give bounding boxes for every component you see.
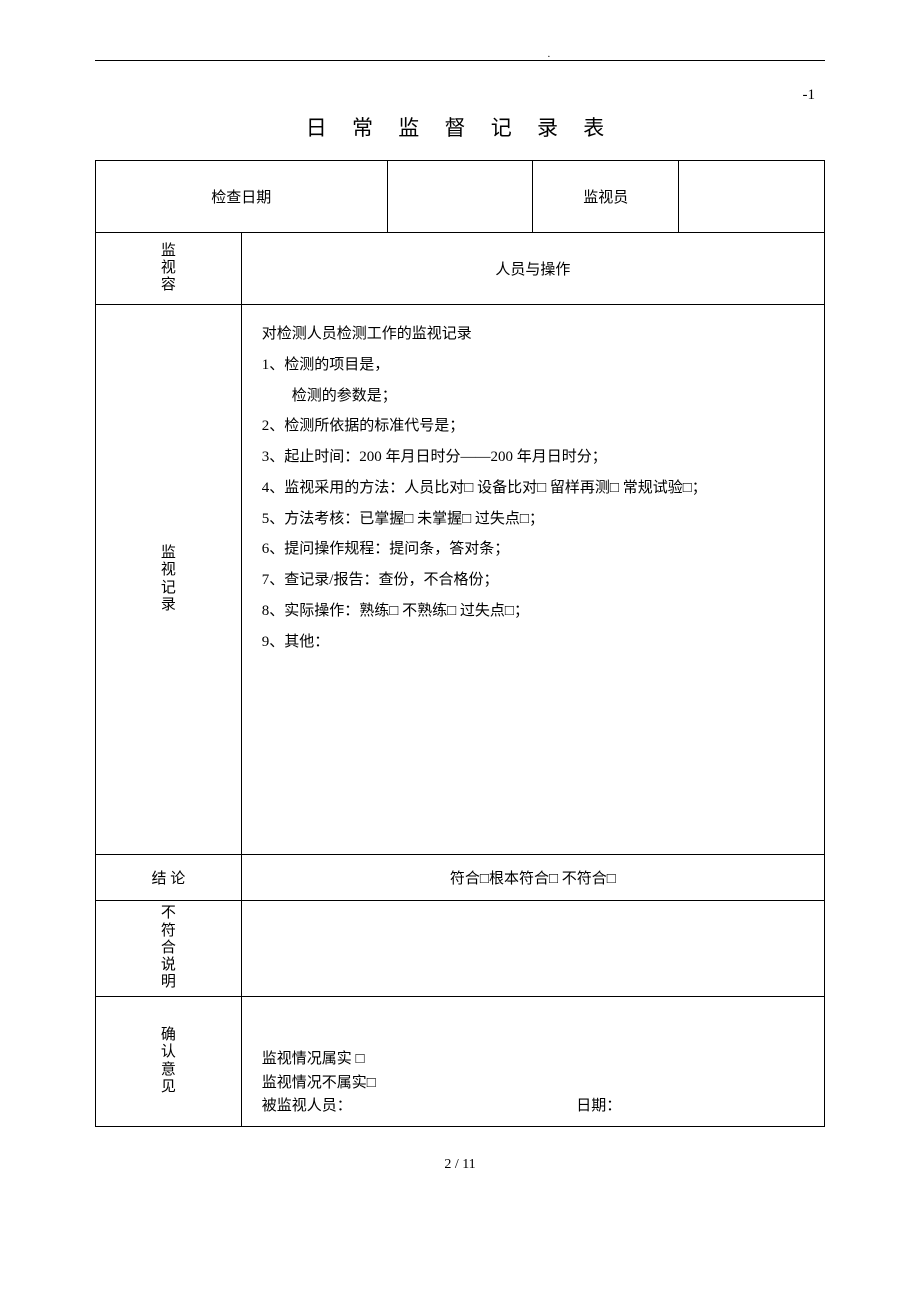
record-line: 4、监视采用的方法：人员比对□ 设备比对□ 留样再测□ 常规试验□； (262, 473, 804, 504)
inspector-value (679, 161, 825, 233)
monitor-content-label: 监视容 (96, 233, 242, 305)
document-page: -1 日 常 监 督 记 录 表 检查日期 监视员 监视容 人员与操作 监视记录… (0, 0, 920, 1213)
record-line: 7、查记录/报告：查份，不合格份； (262, 565, 804, 596)
confirm-false-line: 监视情况不属实□ (262, 1072, 804, 1095)
inspector-label: 监视员 (533, 161, 679, 233)
monitor-content-row: 监视容 人员与操作 (96, 233, 825, 305)
sign-date-label: 日期： (576, 1095, 804, 1118)
record-line: 6、提问操作规程：提问条，答对条； (262, 534, 804, 565)
records-row: 监视记录 对检测人员检测工作的监视记录 1、检测的项目是， 检测的参数是； 2、… (96, 305, 825, 855)
records-label: 监视记录 (96, 305, 242, 855)
document-code: -1 (95, 87, 815, 104)
record-line: 9、其他： (262, 627, 804, 658)
record-line: 8、实际操作：熟练□ 不熟练□ 过失点□； (262, 596, 804, 627)
confirmation-label: 确认意见 (96, 997, 242, 1127)
check-date-value (387, 161, 533, 233)
record-line: 2、检测所依据的标准代号是； (262, 411, 804, 442)
record-line: 3、起止时间：200 年月日时分——200 年月日时分； (262, 442, 804, 473)
noncompliance-label-text: 不符合说明 (159, 905, 177, 991)
record-line: 对检测人员检测工作的监视记录 (262, 319, 804, 350)
signature-row: 被监视人员： 日期： (262, 1095, 804, 1118)
page-footer: 2 / 11 (95, 1157, 825, 1173)
confirm-true-line: 监视情况属实 □ (262, 1048, 804, 1071)
record-line: 5、方法考核：已掌握□ 未掌握□ 过失点□； (262, 504, 804, 535)
monitor-content-label-text: 监视容 (159, 243, 177, 295)
records-content: 对检测人员检测工作的监视记录 1、检测的项目是， 检测的参数是； 2、检测所依据… (241, 305, 824, 855)
signer-label: 被监视人员： (262, 1095, 576, 1118)
monitor-content-value: 人员与操作 (241, 233, 824, 305)
conclusion-value: 符合□根本符合□ 不符合□ (241, 855, 824, 901)
page-title: 日 常 监 督 记 录 表 (95, 112, 825, 142)
noncompliance-value (241, 901, 824, 997)
check-date-label: 检查日期 (96, 161, 388, 233)
noncompliance-label: 不符合说明 (96, 901, 242, 997)
noncompliance-row: 不符合说明 (96, 901, 825, 997)
supervision-form-table: 检查日期 监视员 监视容 人员与操作 监视记录 对检测人员检测工作的监视记录 1… (95, 160, 825, 1127)
top-rule (95, 60, 825, 61)
confirmation-row: 确认意见 监视情况属实 □ 监视情况不属实□ 被监视人员： 日期： (96, 997, 825, 1127)
conclusion-row: 结 论 符合□根本符合□ 不符合□ (96, 855, 825, 901)
record-line: 检测的参数是； (262, 381, 804, 412)
records-label-text: 监视记录 (159, 545, 177, 614)
conclusion-label: 结 论 (96, 855, 242, 901)
confirmation-label-text: 确认意见 (159, 1027, 177, 1096)
header-row: 检查日期 监视员 (96, 161, 825, 233)
confirmation-content: 监视情况属实 □ 监视情况不属实□ 被监视人员： 日期： (241, 997, 824, 1127)
record-line: 1、检测的项目是， (262, 350, 804, 381)
